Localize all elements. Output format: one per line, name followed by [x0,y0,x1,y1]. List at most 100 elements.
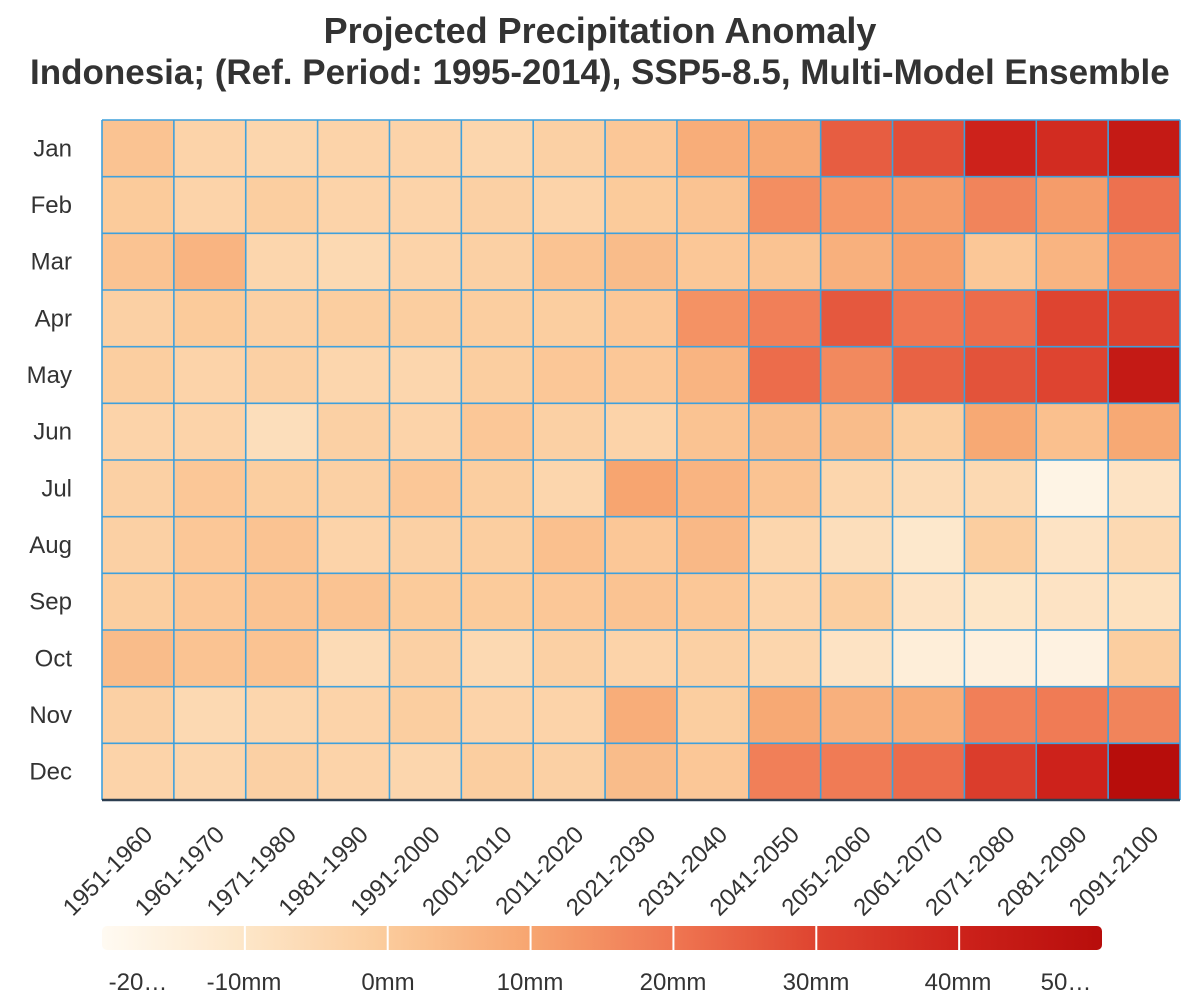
heatmap-cell-dec-2051-2060 [820,743,893,800]
heatmap-cell-nov-2021-2030 [605,686,677,744]
heatmap-cell-oct-2081-2090 [1036,630,1109,687]
heatmap-cell-jun-1951-1960 [102,403,174,460]
heatmap-cell-nov-1971-1980 [245,686,318,744]
heatmap-cell-oct-2091-2100 [1108,630,1180,687]
heatmap-cell-apr-1981-1990 [317,290,390,347]
heatmap-cell-jan-2061-2070 [892,120,965,177]
heatmap-cell-dec-2011-2020 [533,743,606,800]
heatmap-cell-may-2071-2080 [964,346,1037,404]
heatmap-cell-mar-1951-1960 [102,233,174,290]
heatmap-cell-feb-2011-2020 [533,176,606,234]
heatmap-cell-jan-2091-2100 [1108,120,1180,177]
heatmap-cell-oct-2041-2050 [748,630,821,687]
heatmap-cell-apr-2081-2090 [1036,290,1109,347]
heatmap-cell-oct-2011-2020 [533,630,606,687]
colorbar-tick-label: -10mm [207,969,282,996]
colorbar-tick-label: 0mm [361,969,414,996]
heatmap-cell-nov-2071-2080 [964,686,1037,744]
heatmap-cell-oct-1961-1970 [173,630,246,687]
heatmap-cell-feb-2091-2100 [1108,176,1180,234]
heatmap-cell-apr-2071-2080 [964,290,1037,347]
heatmap-cell-sep-2011-2020 [533,573,606,630]
colorbar-tick-label: 10mm [497,969,564,996]
heatmap-cell-jul-2001-2010 [461,460,534,517]
heatmap-cell-jul-1991-2000 [389,460,462,517]
month-label-dec: Dec [29,759,72,786]
heatmap-cell-jun-2051-2060 [820,403,893,460]
heatmap-cell-jun-2041-2050 [748,403,821,460]
chart-title: Projected Precipitation Anomaly [323,10,877,51]
heatmap-cell-feb-2041-2050 [748,176,821,234]
heatmap-cell-jan-1981-1990 [317,120,390,177]
heatmap-cell-jul-2081-2090 [1036,460,1109,517]
heatmap-cell-sep-2061-2070 [892,573,965,630]
heatmap-cell-aug-1991-2000 [389,516,462,574]
heatmap-cell-may-2021-2030 [605,346,677,404]
heatmap-grid [101,119,1181,801]
heatmap-cell-oct-2051-2060 [820,630,893,687]
heatmap-cell-jul-2041-2050 [748,460,821,517]
heatmap-cell-aug-2061-2070 [892,516,965,574]
heatmap-cell-nov-2081-2090 [1036,686,1109,744]
month-label-may: May [27,362,72,389]
heatmap-cell-may-2001-2010 [461,346,534,404]
heatmap-cell-sep-1971-1980 [245,573,318,630]
heatmap-cell-jul-2091-2100 [1108,460,1180,517]
heatmap-cell-may-2041-2050 [748,346,821,404]
heatmap-cell-dec-2081-2090 [1036,743,1109,800]
heatmap-cell-jan-1961-1970 [173,120,246,177]
heatmap-cell-apr-2031-2040 [676,290,749,347]
heatmap-cell-sep-2091-2100 [1108,573,1180,630]
heatmap-cell-sep-2071-2080 [964,573,1037,630]
heatmap-cell-apr-1991-2000 [389,290,462,347]
period-axis: 1951-19601961-19701971-19801981-19901991… [58,821,1164,921]
heatmap-cell-oct-2021-2030 [605,630,677,687]
heatmap-cell-dec-2001-2010 [461,743,534,800]
heatmap-cell-jun-2061-2070 [892,403,965,460]
colorbar-tick-label: 30mm [783,969,850,996]
month-axis: Jan Feb Mar Apr May Jun Jul Aug Sep Oct Nov Dec [27,135,73,785]
heatmap-cell-may-2081-2090 [1036,346,1109,404]
colorbar-tick-label: 50… [1041,969,1092,996]
heatmap-cell-oct-1971-1980 [245,630,318,687]
heatmap-cell-feb-2021-2030 [605,176,677,234]
heatmap-cell-mar-2081-2090 [1036,233,1109,290]
heatmap-cell-jun-2021-2030 [605,403,677,460]
heatmap-cell-aug-2021-2030 [605,516,677,574]
heatmap-cell-mar-2061-2070 [892,233,965,290]
month-label-sep: Sep [29,589,72,616]
heatmap-cell-dec-1961-1970 [173,743,246,800]
colorbar-ticks: -20… -10mm 0mm 10mm 20mm 30mm 40mm 50… [109,969,1092,996]
heatmap-cell-apr-1961-1970 [173,290,246,347]
chart-subtitle: Indonesia; (Ref. Period: 1995-2014), SSP… [30,53,1170,92]
heatmap-cells [102,120,1180,800]
heatmap-cell-may-1951-1960 [102,346,174,404]
month-label-apr: Apr [35,305,72,332]
heatmap-cell-mar-2021-2030 [605,233,677,290]
heatmap-cell-dec-2041-2050 [748,743,821,800]
heatmap-cell-jul-2061-2070 [892,460,965,517]
heatmap-cell-mar-1981-1990 [317,233,390,290]
heatmap-cell-mar-1991-2000 [389,233,462,290]
heatmap-cell-jul-1981-1990 [317,460,390,517]
month-label-jan: Jan [33,135,72,162]
heatmap-cell-feb-1951-1960 [102,176,174,234]
heatmap-cell-jan-1991-2000 [389,120,462,177]
heatmap-cell-aug-2031-2040 [676,516,749,574]
heatmap-cell-aug-2091-2100 [1108,516,1180,574]
heatmap-cell-may-2011-2020 [533,346,606,404]
colorbar-tick-label: 40mm [925,969,992,996]
heatmap-cell-jun-2091-2100 [1108,403,1180,460]
heatmap-cell-may-2051-2060 [820,346,893,404]
heatmap-cell-oct-1951-1960 [102,630,174,687]
month-label-oct: Oct [35,645,73,672]
heatmap-cell-feb-1991-2000 [389,176,462,234]
colorbar [102,926,1102,950]
heatmap-cell-oct-1981-1990 [317,630,390,687]
heatmap-cell-dec-2031-2040 [676,743,749,800]
heatmap-cell-may-1981-1990 [317,346,390,404]
heatmap-cell-sep-2021-2030 [605,573,677,630]
heatmap-cell-may-2031-2040 [676,346,749,404]
heatmap-cell-mar-2031-2040 [676,233,749,290]
